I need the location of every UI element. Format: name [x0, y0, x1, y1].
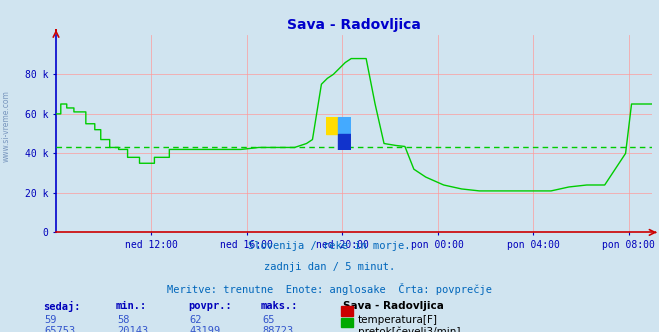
Text: 65753: 65753 [45, 326, 76, 332]
Bar [338, 117, 351, 133]
Text: min.:: min.: [115, 301, 146, 311]
Text: www.si-vreme.com: www.si-vreme.com [2, 90, 11, 162]
Text: 43199: 43199 [190, 326, 221, 332]
Text: temperatura[F]: temperatura[F] [358, 315, 438, 325]
Title: Sava - Radovljica: Sava - Radovljica [287, 18, 421, 32]
Bar [338, 133, 351, 150]
Text: Meritve: trenutne  Enote: anglosake  Črta: povprečje: Meritve: trenutne Enote: anglosake Črta:… [167, 283, 492, 294]
Text: 20143: 20143 [117, 326, 148, 332]
Text: sedaj:: sedaj: [43, 301, 80, 312]
Text: 58: 58 [117, 315, 130, 325]
Text: zadnji dan / 5 minut.: zadnji dan / 5 minut. [264, 262, 395, 272]
Text: maks.:: maks.: [260, 301, 298, 311]
Text: 59: 59 [45, 315, 57, 325]
Text: povpr.:: povpr.: [188, 301, 231, 311]
Text: Slovenija / reke in morje.: Slovenija / reke in morje. [248, 241, 411, 251]
Text: pretok[čevelj3/min]: pretok[čevelj3/min] [358, 326, 461, 332]
Text: Sava - Radovljica: Sava - Radovljica [343, 301, 444, 311]
Text: 65: 65 [262, 315, 275, 325]
Text: 88723: 88723 [262, 326, 293, 332]
Bar [326, 117, 338, 133]
Text: 62: 62 [190, 315, 202, 325]
